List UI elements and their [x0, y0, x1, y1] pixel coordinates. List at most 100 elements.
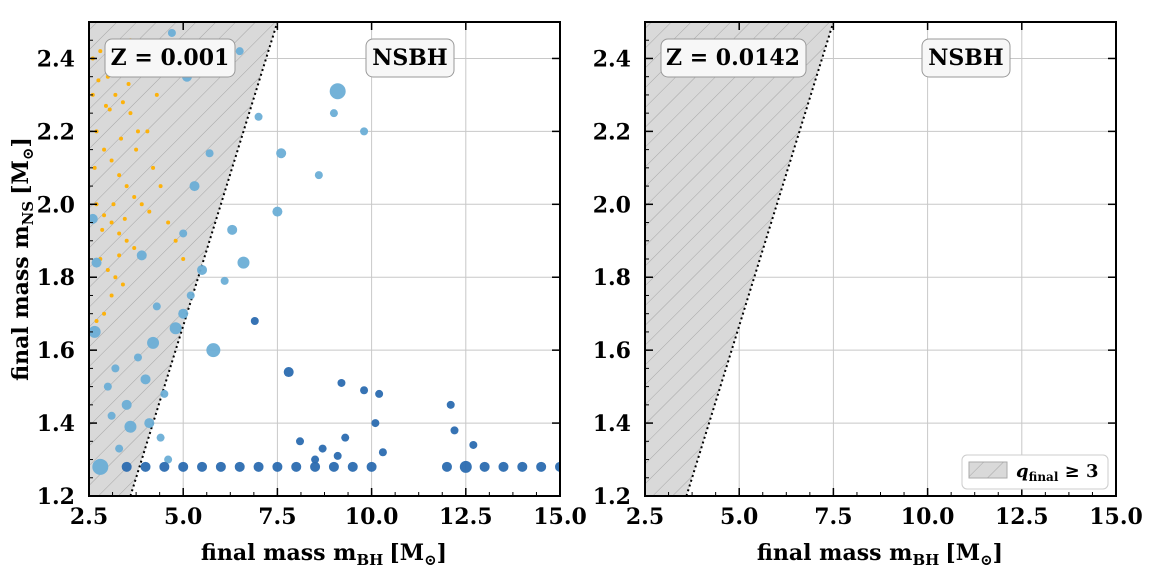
data-point	[135, 129, 140, 134]
data-point	[102, 213, 107, 218]
data-point	[120, 100, 125, 105]
data-point	[124, 184, 129, 189]
right-z-text: Z = 0.0142	[666, 45, 800, 71]
legend: qfinal ≥ 3	[961, 454, 1109, 490]
y-tick-label: 2.0	[37, 192, 75, 218]
data-point	[152, 302, 161, 311]
data-point	[159, 461, 170, 472]
right-nsbh-annotation: NSBH	[921, 38, 1011, 78]
y-tick-label: 1.4	[37, 411, 75, 437]
left-scatter-points	[89, 28, 560, 475]
data-point	[96, 78, 101, 83]
data-point	[124, 420, 137, 433]
data-point	[235, 47, 244, 56]
data-point	[151, 165, 156, 170]
data-point	[206, 343, 221, 358]
data-point	[446, 400, 455, 409]
y-tick-label: 2.0	[593, 192, 631, 218]
data-point	[311, 455, 320, 464]
x-tick-label: 5.0	[164, 504, 202, 530]
data-point	[291, 461, 302, 472]
data-point	[169, 322, 182, 335]
data-point	[234, 461, 245, 472]
data-point	[111, 364, 120, 373]
data-point	[296, 437, 305, 446]
data-point	[178, 461, 189, 472]
data-point	[375, 389, 384, 398]
data-point	[254, 112, 263, 121]
data-point	[197, 264, 208, 275]
left-x-axis-label: final mass mBH [M⊙]	[201, 540, 447, 569]
y-tick-label: 2.4	[593, 46, 631, 72]
data-point	[102, 147, 107, 152]
data-point	[133, 353, 142, 362]
x-tick-label: 10.0	[901, 504, 955, 530]
data-point	[115, 444, 124, 453]
data-point	[154, 92, 159, 97]
data-point	[139, 202, 144, 207]
data-point	[144, 418, 155, 429]
data-point	[158, 184, 163, 189]
data-point	[120, 282, 125, 287]
right-panel: 2.5 5.0 7.5 10.0 12.5 15.0 1.2 1.4 1.6 1.8 2.0 2.2 2…	[593, 21, 1143, 569]
data-point	[450, 426, 459, 435]
right-x-axis-label: final mass mBH [M⊙]	[757, 540, 1003, 569]
left-z-annotation: Z = 0.001	[104, 38, 236, 78]
data-point	[283, 367, 294, 378]
data-point	[328, 461, 339, 472]
data-point	[220, 276, 229, 285]
data-point	[441, 461, 452, 472]
data-point	[272, 206, 283, 217]
y-tick-label: 1.6	[593, 338, 631, 364]
data-point	[160, 389, 169, 398]
data-point	[124, 238, 129, 243]
data-point	[98, 49, 103, 54]
data-point	[197, 461, 208, 472]
x-tick-label: 7.5	[258, 504, 296, 530]
data-point	[329, 83, 346, 100]
data-point	[132, 246, 137, 251]
data-point	[119, 136, 124, 141]
data-point	[333, 451, 342, 460]
data-point	[166, 220, 171, 225]
data-point	[100, 227, 105, 232]
data-point	[147, 209, 152, 214]
data-point	[117, 231, 122, 236]
y-tick-label: 2.2	[593, 119, 631, 145]
data-point	[109, 158, 114, 163]
data-point	[498, 461, 509, 472]
left-nsbh-text: NSBH	[372, 45, 447, 71]
data-point	[360, 386, 369, 395]
x-tick-label: 12.5	[439, 504, 493, 530]
left-panel: 2.5 5.0 7.5 10.0 12.5 15.0 1.2 1.4 1.6 1.8 2.0 2.2 2…	[8, 21, 587, 569]
right-nsbh-text: NSBH	[928, 45, 1003, 71]
y-tick-label: 1.2	[37, 484, 75, 510]
x-tick-label: 12.5	[995, 504, 1049, 530]
data-point	[94, 318, 99, 323]
data-point	[178, 308, 189, 319]
data-point	[102, 311, 107, 316]
left-nsbh-annotation: NSBH	[365, 38, 455, 78]
data-point	[555, 461, 560, 472]
data-point	[167, 28, 176, 37]
data-point	[89, 213, 98, 224]
data-point	[109, 220, 114, 225]
left-ticks: 2.5 5.0 7.5 10.0 12.5 15.0 1.2 1.4 1.6 1.8 2.0 2.2 2…	[37, 21, 587, 530]
data-point	[136, 250, 147, 261]
data-point	[360, 127, 369, 136]
data-point	[272, 461, 283, 472]
data-point	[134, 147, 139, 152]
data-point	[164, 455, 173, 464]
x-tick-label: 7.5	[814, 504, 852, 530]
data-point	[132, 195, 137, 200]
data-point	[479, 461, 490, 472]
data-point	[103, 382, 112, 391]
left-z-text: Z = 0.001	[111, 45, 230, 71]
data-point	[186, 291, 195, 300]
x-tick-label: 5.0	[720, 504, 758, 530]
data-point	[318, 444, 327, 453]
data-point	[179, 229, 188, 238]
x-tick-label: 15.0	[1089, 504, 1143, 530]
right-hatch-region	[645, 22, 834, 496]
